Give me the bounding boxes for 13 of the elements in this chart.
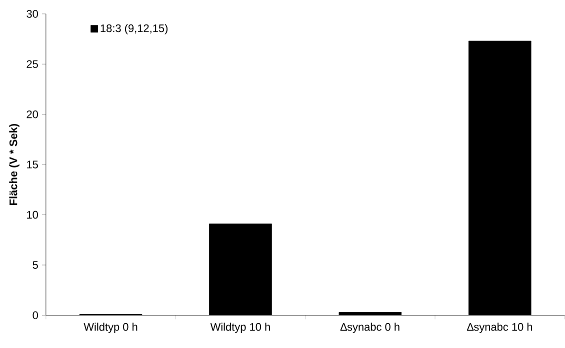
y-tick-label: 10	[27, 210, 38, 219]
y-tick-label: 20	[26, 110, 38, 118]
y-tick-label: 25	[26, 60, 38, 68]
legend-label: 18:3 (9,12,15)	[100, 24, 168, 34]
x-tick-label: ∆synabc 10 h	[466, 322, 532, 333]
x-tick-label: ∆synabc 0 h	[340, 322, 400, 333]
x-tick-label: Wildtyp 0 h	[84, 322, 138, 333]
y-tick-label: 30	[26, 10, 38, 18]
y-tick-label: 5	[32, 261, 38, 269]
x-tick-label: Wildtyp 10 h	[210, 322, 270, 333]
y-tick-label: 0	[32, 311, 38, 320]
y-axis-title: Fläche (V * Sek)	[9, 124, 20, 205]
y-tick-label: 15	[27, 160, 38, 168]
